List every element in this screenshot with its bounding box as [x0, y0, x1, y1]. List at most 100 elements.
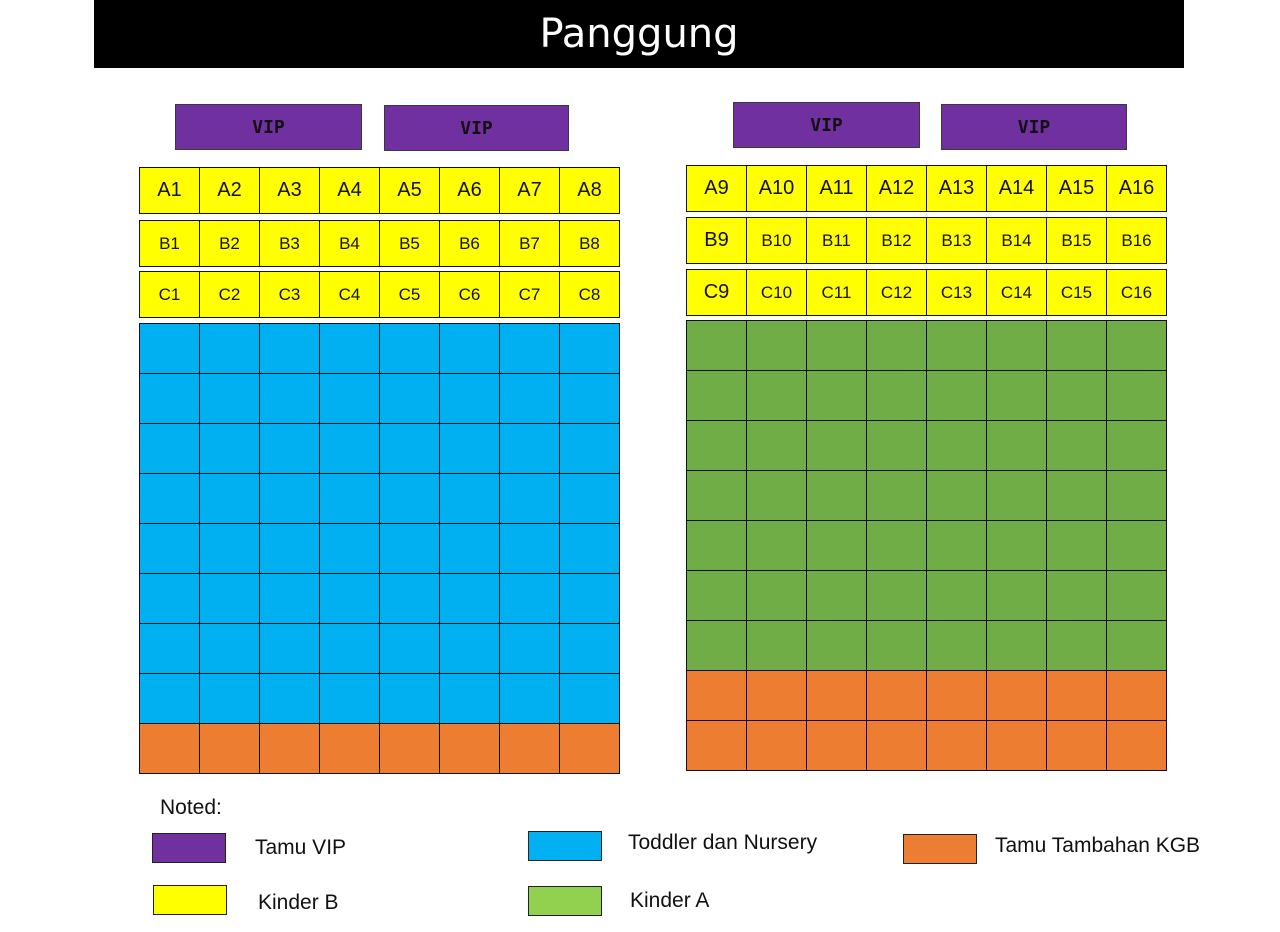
seat-extra[interactable] [747, 721, 807, 771]
seat-extra[interactable] [927, 721, 987, 771]
seat-b10[interactable]: B10 [747, 218, 807, 264]
seat-b1[interactable]: B1 [140, 221, 200, 267]
seat-kinder_a[interactable] [927, 621, 987, 671]
seat-kinder_a[interactable] [927, 321, 987, 371]
seat-kinder_a[interactable] [687, 421, 747, 471]
seat-toddler[interactable] [560, 474, 620, 524]
seat-a11[interactable]: A11 [807, 166, 867, 212]
seat-kinder_a[interactable] [747, 321, 807, 371]
seat-toddler[interactable] [140, 574, 200, 624]
seat-toddler[interactable] [440, 324, 500, 374]
seat-a2[interactable]: A2 [200, 168, 260, 214]
seat-extra[interactable] [1107, 721, 1167, 771]
seat-b16[interactable]: B16 [1107, 218, 1167, 264]
seat-toddler[interactable] [140, 374, 200, 424]
seat-toddler[interactable] [320, 574, 380, 624]
seat-extra[interactable] [927, 671, 987, 721]
seat-c12[interactable]: C12 [867, 270, 927, 316]
seat-toddler[interactable] [260, 624, 320, 674]
seat-toddler[interactable] [140, 674, 200, 724]
seat-extra[interactable] [987, 671, 1047, 721]
seat-toddler[interactable] [200, 374, 260, 424]
seat-toddler[interactable] [320, 624, 380, 674]
seat-toddler[interactable] [500, 524, 560, 574]
seat-b2[interactable]: B2 [200, 221, 260, 267]
seat-toddler[interactable] [140, 474, 200, 524]
seat-kinder_a[interactable] [687, 471, 747, 521]
seat-kinder_a[interactable] [987, 571, 1047, 621]
seat-c4[interactable]: C4 [320, 272, 380, 318]
seat-toddler[interactable] [260, 424, 320, 474]
seat-toddler[interactable] [260, 324, 320, 374]
seat-c1[interactable]: C1 [140, 272, 200, 318]
seat-kinder_a[interactable] [747, 421, 807, 471]
seat-kinder_a[interactable] [1107, 321, 1167, 371]
seat-toddler[interactable] [380, 674, 440, 724]
seat-toddler[interactable] [320, 424, 380, 474]
seat-extra[interactable] [687, 671, 747, 721]
vip-block-1[interactable]: VIP [175, 104, 362, 150]
seat-a8[interactable]: A8 [560, 168, 620, 214]
seat-toddler[interactable] [200, 674, 260, 724]
seat-a5[interactable]: A5 [380, 168, 440, 214]
seat-c9[interactable]: C9 [687, 270, 747, 316]
seat-toddler[interactable] [380, 424, 440, 474]
seat-b3[interactable]: B3 [260, 221, 320, 267]
seat-extra[interactable] [1107, 671, 1167, 721]
seat-extra[interactable] [807, 721, 867, 771]
seat-toddler[interactable] [380, 374, 440, 424]
seat-toddler[interactable] [440, 374, 500, 424]
seat-b7[interactable]: B7 [500, 221, 560, 267]
seat-kinder_a[interactable] [747, 521, 807, 571]
seat-kinder_a[interactable] [687, 571, 747, 621]
seat-c8[interactable]: C8 [560, 272, 620, 318]
seat-kinder_a[interactable] [1107, 371, 1167, 421]
seat-extra[interactable] [320, 724, 380, 774]
seat-kinder_a[interactable] [747, 471, 807, 521]
seat-kinder_a[interactable] [867, 571, 927, 621]
seat-extra[interactable] [380, 724, 440, 774]
seat-toddler[interactable] [200, 324, 260, 374]
seat-toddler[interactable] [200, 524, 260, 574]
seat-toddler[interactable] [140, 524, 200, 574]
seat-kinder_a[interactable] [1107, 471, 1167, 521]
seat-toddler[interactable] [260, 374, 320, 424]
seat-toddler[interactable] [380, 624, 440, 674]
seat-kinder_a[interactable] [987, 521, 1047, 571]
seat-toddler[interactable] [500, 324, 560, 374]
seat-kinder_a[interactable] [1107, 521, 1167, 571]
seat-a3[interactable]: A3 [260, 168, 320, 214]
seat-c5[interactable]: C5 [380, 272, 440, 318]
seat-kinder_a[interactable] [807, 371, 867, 421]
seat-toddler[interactable] [500, 674, 560, 724]
seat-toddler[interactable] [440, 574, 500, 624]
seat-b4[interactable]: B4 [320, 221, 380, 267]
seat-c11[interactable]: C11 [807, 270, 867, 316]
seat-toddler[interactable] [440, 674, 500, 724]
seat-toddler[interactable] [440, 424, 500, 474]
seat-kinder_a[interactable] [807, 321, 867, 371]
seat-kinder_a[interactable] [987, 371, 1047, 421]
seat-kinder_a[interactable] [747, 621, 807, 671]
seat-toddler[interactable] [560, 674, 620, 724]
seat-toddler[interactable] [440, 474, 500, 524]
seat-c10[interactable]: C10 [747, 270, 807, 316]
seat-kinder_a[interactable] [807, 421, 867, 471]
seat-toddler[interactable] [500, 474, 560, 524]
seat-toddler[interactable] [500, 424, 560, 474]
seat-kinder_a[interactable] [1107, 571, 1167, 621]
seat-toddler[interactable] [500, 374, 560, 424]
seat-kinder_a[interactable] [1047, 321, 1107, 371]
seat-b13[interactable]: B13 [927, 218, 987, 264]
seat-b6[interactable]: B6 [440, 221, 500, 267]
seat-kinder_a[interactable] [867, 371, 927, 421]
seat-kinder_a[interactable] [687, 371, 747, 421]
seat-b12[interactable]: B12 [867, 218, 927, 264]
seat-kinder_a[interactable] [867, 321, 927, 371]
seat-toddler[interactable] [260, 474, 320, 524]
seat-toddler[interactable] [260, 574, 320, 624]
seat-extra[interactable] [867, 721, 927, 771]
seat-c13[interactable]: C13 [927, 270, 987, 316]
seat-kinder_a[interactable] [807, 521, 867, 571]
seat-extra[interactable] [807, 671, 867, 721]
